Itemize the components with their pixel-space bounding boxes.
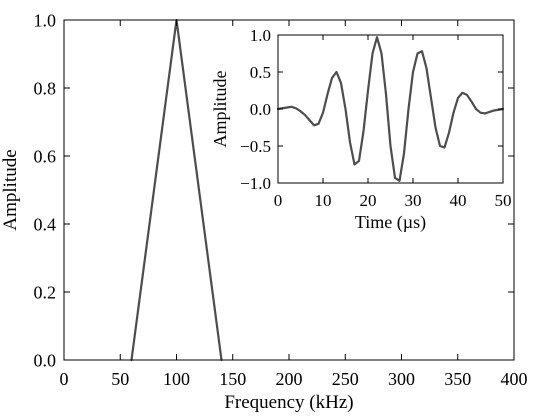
y-tick-label: 0.0 — [34, 350, 57, 370]
x-tick-label: 0 — [274, 191, 283, 210]
y-axis-label: Amplitude — [0, 149, 21, 230]
series-line-0 — [130, 18, 223, 362]
inset-chart: 0 10 20 30 40 50 −1.0 −0.5 0.0 0.5 1.0 Time (µs) Amp… — [210, 26, 512, 233]
x-axis-label: Time (µs) — [355, 212, 426, 233]
y-tick-label: −1.0 — [240, 174, 271, 193]
y-tick-label: 1.0 — [34, 10, 57, 30]
x-tick-label: 50 — [111, 369, 129, 389]
x-tick-label: 40 — [450, 191, 467, 210]
y-tick-label: 0.5 — [250, 63, 271, 82]
main-chart: 0 50 100 150 200 250 300 350 4000.00.20.40.60.81… — [0, 10, 528, 413]
x-tick-label: 300 — [388, 369, 415, 389]
y-tick-label: 1.0 — [250, 26, 271, 45]
y-tick-label: 0.6 — [34, 146, 57, 166]
y-tick-label: 0.4 — [34, 214, 57, 234]
x-tick-label: 20 — [360, 191, 377, 210]
x-tick-label: 250 — [332, 369, 359, 389]
y-tick-label: 0.0 — [250, 100, 271, 119]
plot-background — [278, 35, 503, 183]
series-line-0 — [276, 36, 505, 182]
y-tick-label: −0.5 — [240, 137, 271, 156]
x-tick-label: 200 — [276, 369, 303, 389]
x-tick-label: 10 — [315, 191, 332, 210]
x-tick-label: 0 — [60, 369, 69, 389]
y-tick-label: 0.8 — [34, 78, 57, 98]
x-tick-label: 50 — [495, 191, 512, 210]
x-tick-label: 150 — [219, 369, 246, 389]
x-tick-label: 100 — [163, 369, 190, 389]
x-tick-label: 30 — [405, 191, 422, 210]
x-axis-label: Frequency (kHz) — [224, 392, 353, 413]
x-tick-label: 400 — [501, 369, 528, 389]
y-axis-label: Amplitude — [210, 70, 230, 147]
y-tick-label: 0.2 — [34, 282, 57, 302]
x-tick-label: 350 — [444, 369, 471, 389]
